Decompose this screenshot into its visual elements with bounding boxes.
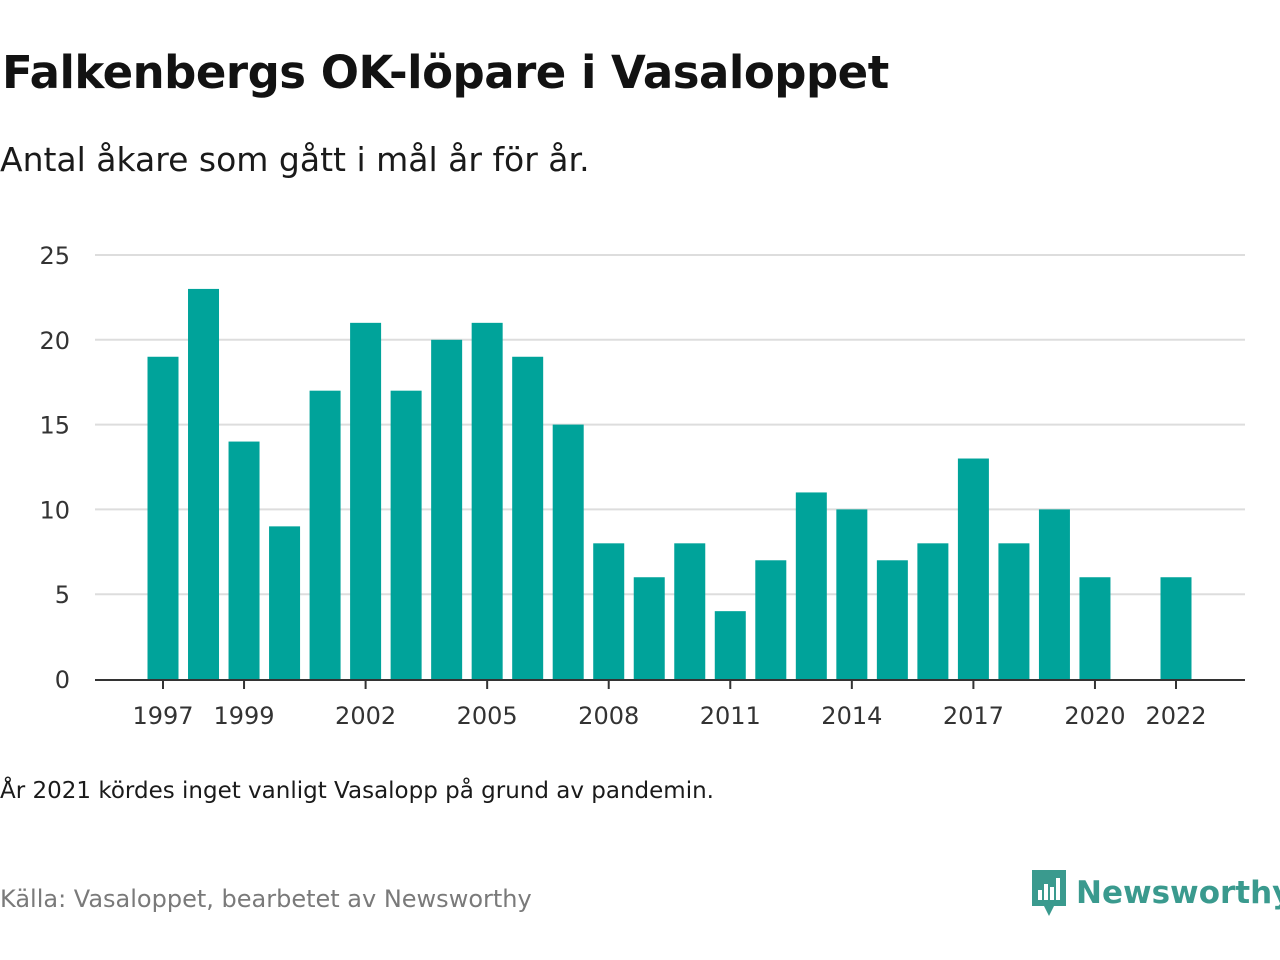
y-tick-label: 25 (39, 242, 70, 270)
x-tick-label: 2002 (335, 702, 396, 730)
bar-2009 (633, 577, 665, 679)
bar-1998 (188, 288, 220, 679)
x-tick-label: 1999 (214, 702, 275, 730)
bar-2003 (390, 390, 422, 679)
x-tick-label: 2014 (821, 702, 882, 730)
y-tick-label: 5 (55, 581, 70, 609)
brand-logo[interactable]: Newsworthy (1030, 868, 1280, 918)
bar-2012 (755, 560, 787, 679)
bar-2020 (1079, 577, 1111, 679)
bar-2008 (593, 543, 625, 679)
x-tick-label: 2022 (1145, 702, 1206, 730)
y-tick-label: 20 (39, 327, 70, 355)
bar-2010 (674, 543, 706, 679)
x-axis (95, 679, 1245, 689)
bar-2016 (917, 543, 949, 679)
y-axis-labels: 0 5 10 15 20 25 (39, 242, 70, 694)
source-credit: Källa: Vasaloppet, bearbetet av Newswort… (0, 885, 532, 913)
x-tick-label: 2017 (943, 702, 1004, 730)
gridlines (95, 254, 1245, 596)
bar-chart: 0 5 10 15 20 25 1997 1999 2002 2005 2008 2011 2014 2… (39, 242, 1245, 730)
x-tick-label: 2008 (578, 702, 639, 730)
bar-2019 (1038, 509, 1070, 679)
brand-name: Newsworthy (1076, 875, 1280, 911)
bar-2002 (350, 322, 382, 679)
bar-2004 (431, 339, 463, 679)
bar-2005 (471, 322, 503, 679)
bar-2014 (836, 509, 868, 679)
bar-2000 (269, 526, 301, 679)
bar-2017 (957, 458, 989, 679)
bar-2022 (1160, 577, 1192, 679)
x-tick-label: 1997 (132, 702, 193, 730)
bar-2001 (309, 390, 341, 679)
x-tick-label: 2011 (700, 702, 761, 730)
x-tick-label: 2005 (457, 702, 518, 730)
bar-2007 (552, 424, 584, 679)
x-axis-labels: 1997 1999 2002 2005 2008 2011 2014 2017 2020 2022 (132, 702, 1206, 730)
bar-2013 (795, 492, 827, 679)
bar-2011 (714, 611, 746, 679)
bar-1999 (228, 441, 260, 679)
x-tick-label: 2020 (1064, 702, 1125, 730)
bar-2006 (512, 356, 544, 679)
bars (147, 288, 1192, 679)
y-tick-label: 0 (55, 666, 70, 694)
bar-2015 (876, 560, 908, 679)
chart-title: Falkenbergs OK-löpare i Vasaloppet (2, 46, 889, 99)
chart-subtitle: Antal åkare som gått i mål år för år. (0, 140, 590, 179)
footnote: År 2021 kördes inget vanligt Vasalopp på… (0, 778, 714, 804)
y-tick-label: 10 (39, 496, 70, 524)
bar-2018 (998, 543, 1030, 679)
newsworthy-logo-icon (1032, 870, 1066, 916)
bar-1997 (147, 356, 179, 679)
y-tick-label: 15 (39, 412, 70, 440)
